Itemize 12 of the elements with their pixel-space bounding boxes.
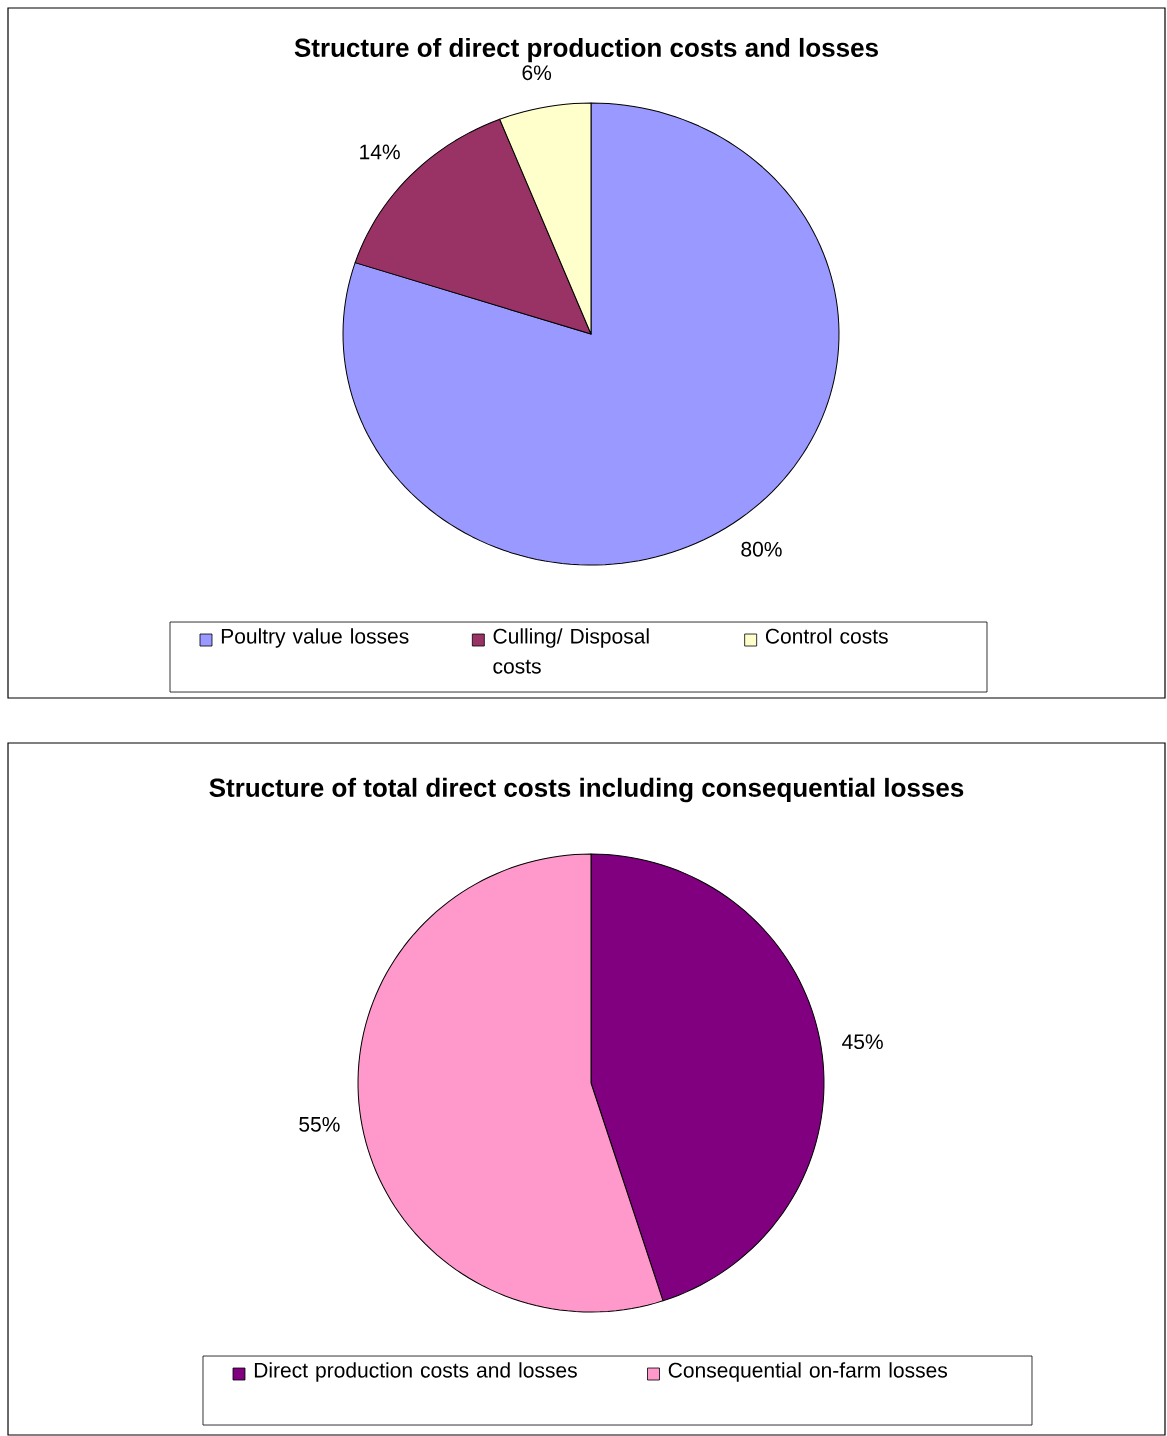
chart-title: Structure of total direct costs including consequential losses [209,777,964,803]
legend-label: Culling/ Disposal costs [493,628,649,674]
legend-label: Control costs [765,628,888,644]
data-label: 80% [741,541,782,557]
legend-label: Poultry value losses [221,628,409,648]
legend-label: Direct production costs and losses [254,1362,577,1382]
data-label: 45% [842,1034,883,1050]
data-label: 6% [522,65,552,81]
data-label: 55% [299,1116,340,1132]
legend-label: Consequential on-farm losses [668,1362,948,1382]
chart-title: Structure of direct production costs and losses [294,37,878,63]
data-label: 14% [360,144,400,160]
